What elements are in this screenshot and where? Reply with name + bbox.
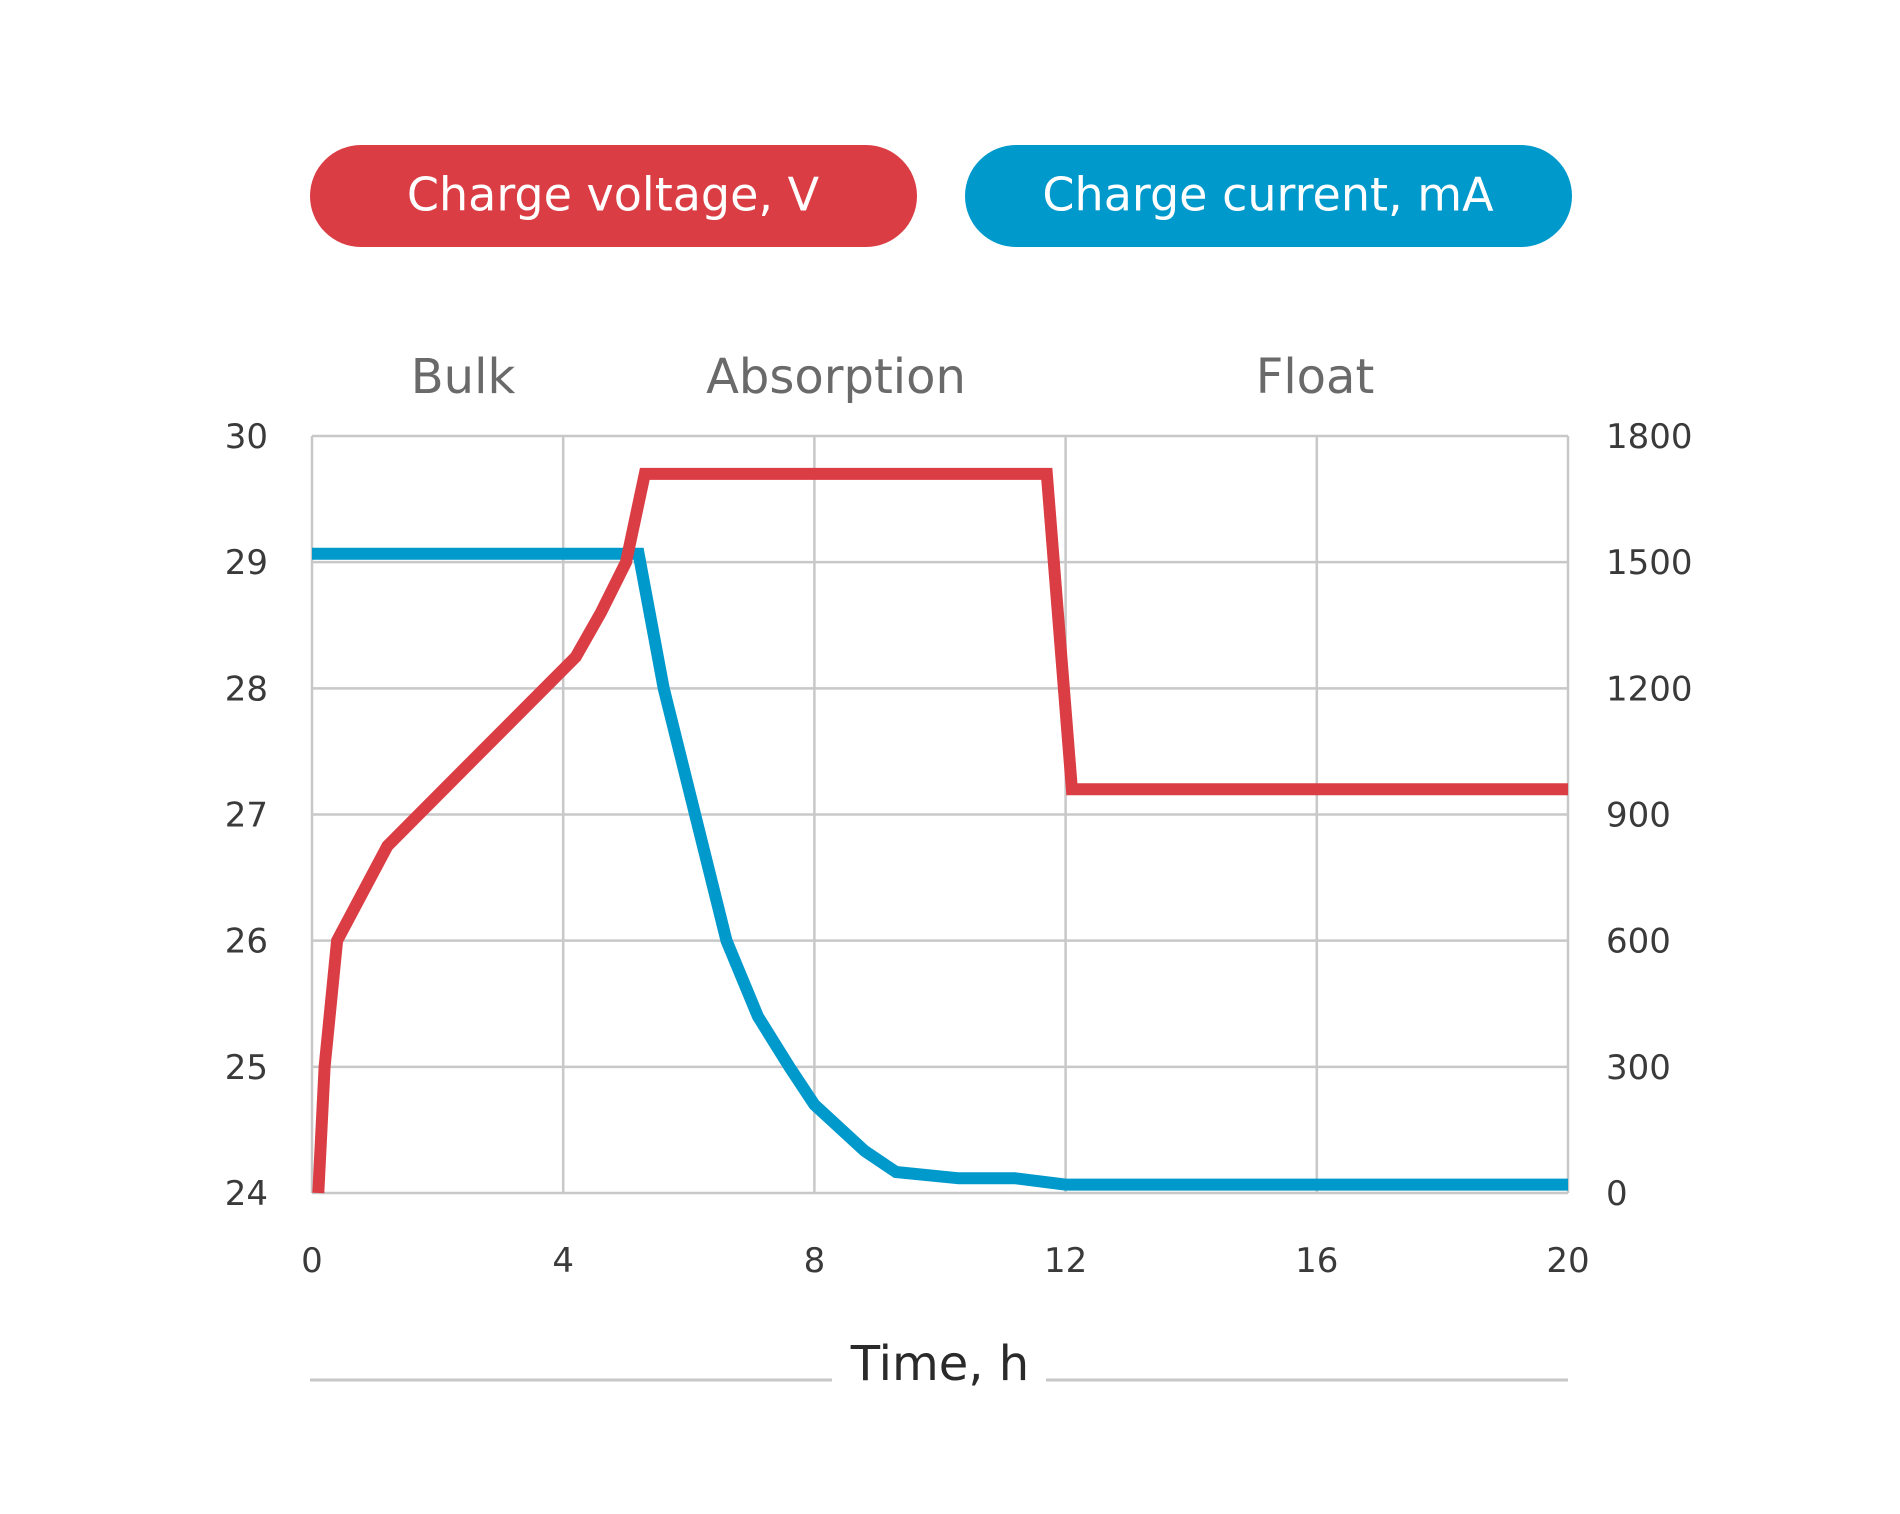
x-axis-label: Time, h — [850, 1336, 1029, 1392]
x-axis-label-group: Time, h — [310, 1336, 1568, 1392]
x-tick-label: 8 — [804, 1241, 826, 1281]
y-right-tick-label: 900 — [1606, 796, 1671, 836]
x-tick-label: 16 — [1295, 1241, 1338, 1281]
legend-current-pill — [965, 145, 1572, 247]
x-tick-label: 0 — [301, 1241, 323, 1281]
y-right-tick-label: 1200 — [1606, 669, 1693, 709]
y-left-tick-label: 28 — [225, 669, 268, 709]
y-right-tick-label: 0 — [1606, 1174, 1628, 1214]
y-right-tick-label: 300 — [1606, 1048, 1671, 1088]
phase-labels: Bulk Absorption Float — [411, 349, 1375, 405]
phase-label-bulk: Bulk — [411, 349, 516, 405]
legend-voltage-label: Charge voltage, V — [407, 168, 820, 222]
legend-current-label: Charge current, mA — [1042, 168, 1494, 222]
series-line-voltage — [312, 467, 1568, 1194]
y-left-tick-label: 29 — [225, 543, 268, 583]
phase-label-absorption: Absorption — [706, 349, 966, 405]
y-left-tick-label: 27 — [225, 796, 268, 836]
y-right-tick-label: 1500 — [1606, 543, 1693, 583]
series-line-current — [312, 547, 1568, 1191]
x-tick-label: 4 — [552, 1241, 574, 1281]
right-axis-ticks: 0 300 600 900 1200 1500 1800 — [1606, 417, 1693, 1214]
y-left-tick-label: 25 — [225, 1048, 268, 1088]
x-tick-label: 12 — [1044, 1241, 1087, 1281]
left-axis-ticks: 24 25 26 27 28 29 30 — [225, 417, 268, 1214]
legend: Charge voltage, V Charge current, mA — [310, 145, 1572, 247]
y-left-tick-label: 24 — [225, 1174, 268, 1214]
phase-label-float: Float — [1256, 349, 1375, 405]
legend-voltage-pill — [310, 145, 917, 247]
y-right-tick-label: 1800 — [1606, 417, 1693, 457]
x-axis-ticks: 0 4 8 12 16 20 — [301, 1241, 1589, 1281]
grid — [310, 434, 1570, 1195]
y-left-tick-label: 26 — [225, 922, 268, 962]
x-tick-label: 20 — [1546, 1241, 1589, 1281]
y-right-tick-label: 600 — [1606, 922, 1671, 962]
y-left-tick-label: 30 — [225, 417, 268, 457]
series — [312, 467, 1568, 1194]
